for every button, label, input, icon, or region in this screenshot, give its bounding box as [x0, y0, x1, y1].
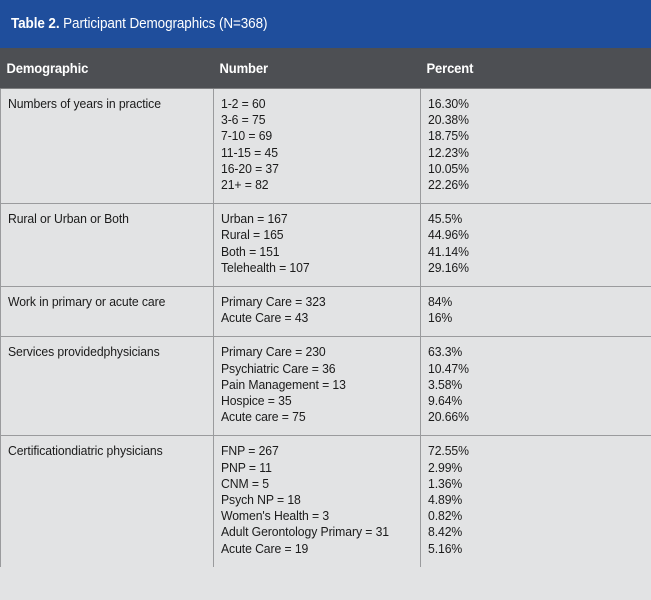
cell-demographic: Certificationdiatric physicians: [0, 436, 213, 567]
cell-demographic: Numbers of years in practice: [0, 89, 213, 204]
cell-line: Adult Gerontology Primary = 31: [221, 524, 390, 540]
cell-line: Urban = 167: [221, 211, 288, 227]
table-body: Numbers of years in practice 1-2 = 60 3-6 …: [0, 88, 651, 600]
cell-line: Rural = 165: [221, 227, 284, 243]
cell-number: 1-2 = 60 3-6 = 75 7-10 = 69 11-15 = 45 16-20…: [213, 89, 420, 204]
cell-percent-content: 16.30% 20.38% 18.75% 12.23% 10.05% 22.26%: [428, 96, 638, 193]
cell-line: 1.36%: [428, 475, 463, 491]
cell-line: Pain Management = 13: [221, 376, 346, 392]
cell-line: 1-2 = 60: [221, 96, 266, 111]
column-header-demographic: Demographic: [6, 60, 89, 76]
cell-demographic-content: Services providedphysicians: [8, 344, 160, 360]
cell-percent-content: 63.3% 10.47% 3.58% 9.64% 20.66%: [428, 344, 638, 425]
cell-line: 29.16%: [428, 259, 469, 275]
cell-demographic-content: Rural or Urban or Both: [8, 211, 129, 227]
table-row: Services providedphysicians Primary Care …: [0, 336, 651, 436]
table-header-row: Demographic Number Percent: [0, 48, 651, 88]
cell-line: 21+ = 82: [221, 177, 269, 193]
cell-line: Acute Care = 43: [221, 310, 309, 326]
cell-line: Primary Care = 323: [221, 294, 326, 310]
cell-line: 72.55%: [428, 443, 469, 459]
cell-number: Primary Care = 230 Psychiatric Care = 36 P…: [213, 337, 420, 436]
cell-line: Psych NP = 18: [221, 492, 301, 508]
cell-demographic-content: Work in primary or acute care: [8, 294, 166, 310]
table-caption: Table 2. Participant Demographics (N=368…: [11, 16, 267, 32]
cell-line: Primary Care = 230: [221, 344, 326, 360]
cell-demographic-content: Certificationdiatric physicians: [8, 443, 163, 459]
cell-line: 11-15 = 45: [221, 144, 278, 160]
cell-line: 0.82%: [428, 508, 463, 524]
cell-line: 9.64%: [428, 393, 463, 409]
cell-line: 18.75%: [428, 128, 469, 144]
table-row: Rural or Urban or Both Urban = 167 Rural =…: [0, 203, 651, 287]
cell-line: Women's Health = 3: [221, 508, 330, 524]
cell-line: CNM = 5: [221, 475, 269, 491]
cell-demographic: Services providedphysicians: [0, 337, 213, 436]
cell-line: 20.66%: [428, 409, 469, 425]
cell-line: 12.23%: [428, 144, 469, 160]
cell-line: 20.38%: [428, 112, 469, 128]
cell-line: FNP = 267: [221, 443, 279, 459]
cell-line: Hospice = 35: [221, 393, 292, 409]
cell-percent-content: 45.5% 44.96% 41.14% 29.16%: [428, 211, 638, 276]
cell-demographic-content: Numbers of years in practice: [8, 96, 161, 111]
cell-demographic: Rural or Urban or Both: [0, 204, 213, 287]
cell-percent: 84% 16%: [420, 287, 651, 337]
cell-line: 8.42%: [428, 524, 463, 540]
cell-line: 16.30%: [428, 96, 469, 111]
cell-line: 16%: [428, 310, 453, 326]
cell-line: 45.5%: [428, 211, 463, 227]
cell-line: 44.96%: [428, 227, 469, 243]
cell-number: Primary Care = 323 Acute Care = 43: [213, 287, 420, 337]
cell-line: Acute care = 75: [221, 409, 306, 425]
cell-line: 63.3%: [428, 344, 463, 360]
cell-line: Telehealth = 107: [221, 259, 310, 275]
column-header-number: Number: [219, 60, 268, 76]
cell-line: 3.58%: [428, 376, 463, 392]
cell-line: 10.05%: [428, 160, 469, 176]
cell-percent: 72.55% 2.99% 1.36% 4.89% 0.82% 8.42% 5.16%: [420, 436, 651, 567]
cell-percent-content: 72.55% 2.99% 1.36% 4.89% 0.82% 8.42% 5.16%: [428, 443, 638, 556]
cell-percent-content: 84% 16%: [428, 294, 638, 326]
table-caption-bar: Table 2. Participant Demographics (N=368…: [0, 0, 651, 48]
cell-line: 5.16%: [428, 540, 463, 556]
cell-line: 84%: [428, 294, 453, 310]
table-row: Work in primary or acute care Primary Car…: [0, 286, 651, 337]
cell-line: Both = 151: [221, 243, 280, 259]
cell-line: 41.14%: [428, 243, 469, 259]
cell-line: 22.26%: [428, 177, 469, 193]
cell-percent: 63.3% 10.47% 3.58% 9.64% 20.66%: [420, 337, 651, 436]
cell-percent: 16.30% 20.38% 18.75% 12.23% 10.05% 22.26%: [420, 89, 651, 204]
table-row: Certificationdiatric physicians FNP = 267…: [0, 435, 651, 567]
cell-number-content: Primary Care = 230 Psychiatric Care = 36 P…: [221, 344, 408, 425]
cell-line: Psychiatric Care = 36: [221, 360, 336, 376]
table-caption-title: Participant Demographics (N=368): [59, 16, 268, 32]
cell-line: 4.89%: [428, 492, 463, 508]
table-caption-label: Table 2.: [11, 16, 60, 32]
cell-line: 7-10 = 69: [221, 128, 273, 144]
cell-number-content: FNP = 267 PNP = 11 CNM = 5 Psych NP = 18 Wom…: [221, 443, 408, 556]
cell-line: 3-6 = 75: [221, 112, 266, 128]
cell-number: Urban = 167 Rural = 165 Both = 151 Teleheal…: [213, 204, 420, 287]
cell-line: 10.47%: [428, 360, 469, 376]
column-header-percent: Percent: [426, 60, 474, 76]
cell-line: Acute Care = 19: [221, 540, 309, 556]
cell-percent: 45.5% 44.96% 41.14% 29.16%: [420, 204, 651, 287]
cell-number-content: Primary Care = 323 Acute Care = 43: [221, 294, 408, 326]
cell-number-content: 1-2 = 60 3-6 = 75 7-10 = 69 11-15 = 45 16-20…: [221, 96, 408, 193]
cell-number-content: Urban = 167 Rural = 165 Both = 151 Teleheal…: [221, 211, 408, 276]
table-row: Numbers of years in practice 1-2 = 60 3-6 …: [0, 88, 651, 204]
cell-demographic: Work in primary or acute care: [0, 287, 213, 337]
cell-line: PNP = 11: [221, 459, 272, 475]
cell-number: FNP = 267 PNP = 11 CNM = 5 Psych NP = 18 Wom…: [213, 436, 420, 567]
cell-line: 16-20 = 37: [221, 160, 279, 176]
cell-line: 2.99%: [428, 459, 463, 475]
